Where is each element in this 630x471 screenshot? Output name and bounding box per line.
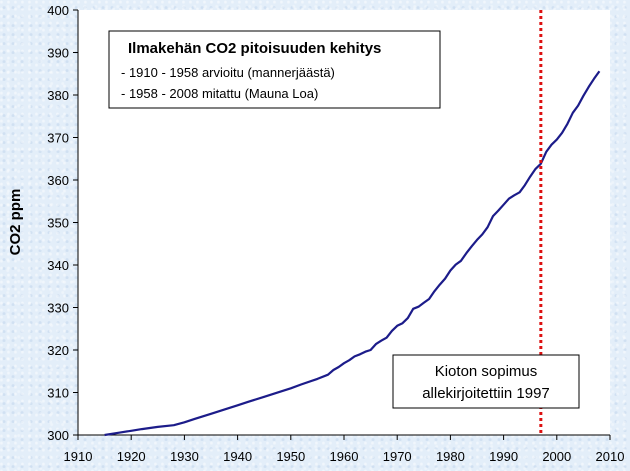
x-tick-label: 1910 (64, 449, 93, 464)
x-tick-label: 1980 (436, 449, 465, 464)
x-tick-label: 2010 (596, 449, 625, 464)
title-box-frame (108, 30, 441, 109)
x-tick-label: 1960 (330, 449, 359, 464)
y-tick-label: 370 (47, 131, 69, 146)
x-tick-label: 1930 (170, 449, 199, 464)
subtitle-line-1: - 1910 - 1958 arvioitu (mannerjäästä) (121, 65, 335, 80)
y-tick-label: 340 (47, 258, 69, 273)
x-tick-label: 1990 (489, 449, 518, 464)
chart-title: Ilmakehän CO2 pitoisuuden kehitys (128, 40, 381, 57)
subtitle-line-2: - 1958 - 2008 mitattu (Mauna Loa) (121, 86, 318, 101)
y-tick-label: 390 (47, 46, 69, 61)
x-tick-label: 1940 (223, 449, 252, 464)
y-tick-label: 400 (47, 3, 69, 18)
y-tick-label: 300 (47, 428, 69, 443)
annotation-box-frame (392, 354, 580, 409)
x-tick-label: 1970 (383, 449, 412, 464)
annotation-box: Kioton sopimus allekirjoitettiin 1997 (392, 354, 580, 409)
annotation-line-2: allekirjoitettiin 1997 (422, 385, 550, 402)
y-tick-label: 320 (47, 343, 69, 358)
co2-series-line (104, 70, 601, 437)
x-axis: 1910 1920 1930 1940 1950 1960 1970 1980 1990 2000… (64, 435, 625, 464)
x-tick-label: 1920 (117, 449, 146, 464)
y-axis-label: CO2 ppm (7, 189, 24, 256)
y-tick-label: 330 (47, 301, 69, 316)
y-tick-label: 350 (47, 216, 69, 231)
annotation-line-1: Kioton sopimus (435, 363, 538, 380)
y-tick-label: 360 (47, 173, 69, 188)
y-tick-label: 380 (47, 88, 69, 103)
chart-title-box: Ilmakehän CO2 pitoisuuden kehitys - 1910… (108, 30, 441, 109)
x-tick-label: 2000 (542, 449, 571, 464)
y-axis: 300 310 320 330 340 350 360 370 380 390 400 (47, 3, 78, 443)
y-tick-label: 310 (47, 386, 69, 401)
x-tick-label: 1950 (276, 449, 305, 464)
